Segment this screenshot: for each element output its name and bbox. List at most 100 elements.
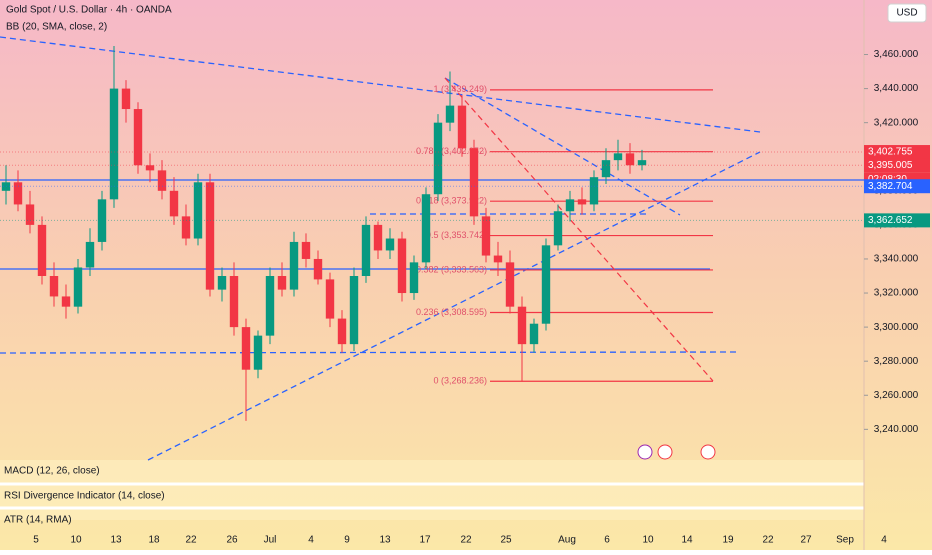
fib-label: 0.618 (3,373.922) xyxy=(416,196,487,206)
price-tag xyxy=(864,158,930,173)
indicator-label: BB (20, SMA, close, 2) xyxy=(6,22,107,33)
candle-body xyxy=(13,182,23,205)
candle-body xyxy=(529,323,539,345)
x-tick-label: 14 xyxy=(681,535,693,546)
candle-body xyxy=(25,204,35,225)
fib-label: 1 (3,439.249) xyxy=(433,84,487,94)
x-tick-label: 5 xyxy=(33,535,39,546)
currency[interactable]: USD xyxy=(896,8,917,19)
price-tag xyxy=(864,213,930,228)
x-tick-label: 10 xyxy=(642,535,654,546)
x-tick-label: 22 xyxy=(185,535,197,546)
y-tick-label: 3,340.000 xyxy=(874,254,919,265)
x-tick-label: Aug xyxy=(558,535,576,546)
candle-body xyxy=(301,241,311,259)
candle-body xyxy=(493,255,503,263)
candle-body xyxy=(205,182,215,290)
x-tick-label: 27 xyxy=(800,535,812,546)
chart-title: Gold Spot / U.S. Dollar · 4h · OANDA xyxy=(6,5,172,16)
x-tick-label: 19 xyxy=(722,535,734,546)
price-tag xyxy=(864,145,930,160)
candle-body xyxy=(145,165,155,171)
candle-body xyxy=(241,327,251,370)
x-tick-label: 13 xyxy=(110,535,122,546)
pane-label: ATR (14, RMA) xyxy=(4,515,72,526)
pane-label: MACD (12, 26, close) xyxy=(4,466,100,477)
x-tick-label: 18 xyxy=(148,535,160,546)
x-tick-label: Jul xyxy=(264,535,277,546)
candle-body xyxy=(349,276,359,345)
x-tick-label: 17 xyxy=(419,535,431,546)
y-tick-label: 3,440.000 xyxy=(874,83,919,94)
candle-body xyxy=(109,88,119,200)
fib-label: 0.786 (3,402.952) xyxy=(416,146,487,156)
candle-body xyxy=(37,224,47,276)
candle-body xyxy=(445,105,455,123)
candle-body xyxy=(505,262,515,307)
x-tick-label: 4 xyxy=(308,535,314,546)
candle-body xyxy=(217,276,227,290)
currency-box[interactable] xyxy=(887,3,927,23)
candle-body xyxy=(517,306,527,345)
candle-body xyxy=(457,105,467,149)
candle-body xyxy=(253,335,263,370)
x-tick-label: 4 xyxy=(881,535,887,546)
x-tick-label: 22 xyxy=(762,535,774,546)
candle-body xyxy=(409,262,419,294)
candle-body xyxy=(625,153,635,166)
pane-label: RSI Divergence Indicator (14, close) xyxy=(4,491,165,502)
price-tag-label: 3,382.704 xyxy=(868,181,913,192)
y-tick-label: 3,320.000 xyxy=(874,288,919,299)
candle-body xyxy=(637,160,647,166)
candle-body xyxy=(277,276,287,290)
x-tick-label: 10 xyxy=(70,535,82,546)
candle-body xyxy=(85,241,95,268)
candle-body xyxy=(181,216,191,239)
candle-body xyxy=(589,177,599,205)
x-tick-label: 22 xyxy=(460,535,472,546)
price-tag-label: 3,402.755 xyxy=(868,147,913,158)
trend-lines xyxy=(0,36,864,461)
candle-body xyxy=(313,258,323,280)
y-tick-label: 3,300.000 xyxy=(874,322,919,333)
indicator-panes xyxy=(0,460,864,520)
candle-body xyxy=(469,148,479,217)
candle-body xyxy=(601,160,611,178)
trend-line-red xyxy=(444,77,714,382)
y-tick-label: 3,260.000 xyxy=(874,390,919,401)
plot: 1 (3,439.249) 0.786 (3,402.952) 0.618 (3,3… xyxy=(1,46,713,421)
candle-body xyxy=(157,170,167,191)
candle-body xyxy=(553,211,563,246)
price-tag-label: 3,362.652 xyxy=(868,215,913,226)
event-icon[interactable] xyxy=(657,444,673,460)
candle-body xyxy=(289,241,299,290)
event-icon[interactable] xyxy=(700,444,716,460)
candle-body xyxy=(193,182,203,239)
candle-body xyxy=(481,216,491,256)
fib-label: 0.382 (3,333.563) xyxy=(416,264,487,274)
candle-body xyxy=(133,109,143,166)
candle-body xyxy=(325,279,335,319)
candle-body xyxy=(61,296,71,307)
candle-body xyxy=(385,238,395,251)
y-tick-label: 3,420.000 xyxy=(874,117,919,128)
x-tick-label: Sep xyxy=(836,535,854,546)
candle-body xyxy=(373,224,383,251)
event-icon[interactable] xyxy=(637,444,653,460)
fib-label: 0 (3,268.236) xyxy=(433,376,487,386)
x-tick-label: 9 xyxy=(344,535,350,546)
candle-body xyxy=(337,318,347,345)
y-tick-label: 3,240.000 xyxy=(874,424,919,435)
x-tick-label: 6 xyxy=(604,535,610,546)
candle-body xyxy=(169,190,179,217)
candle-body xyxy=(565,199,575,212)
x-tick-label: 26 xyxy=(226,535,238,546)
candle-body xyxy=(49,276,59,297)
candle-body xyxy=(433,122,443,195)
candle-body xyxy=(361,224,371,276)
candle-body xyxy=(541,245,551,324)
price-tag xyxy=(864,179,930,194)
candle-body xyxy=(265,276,275,336)
